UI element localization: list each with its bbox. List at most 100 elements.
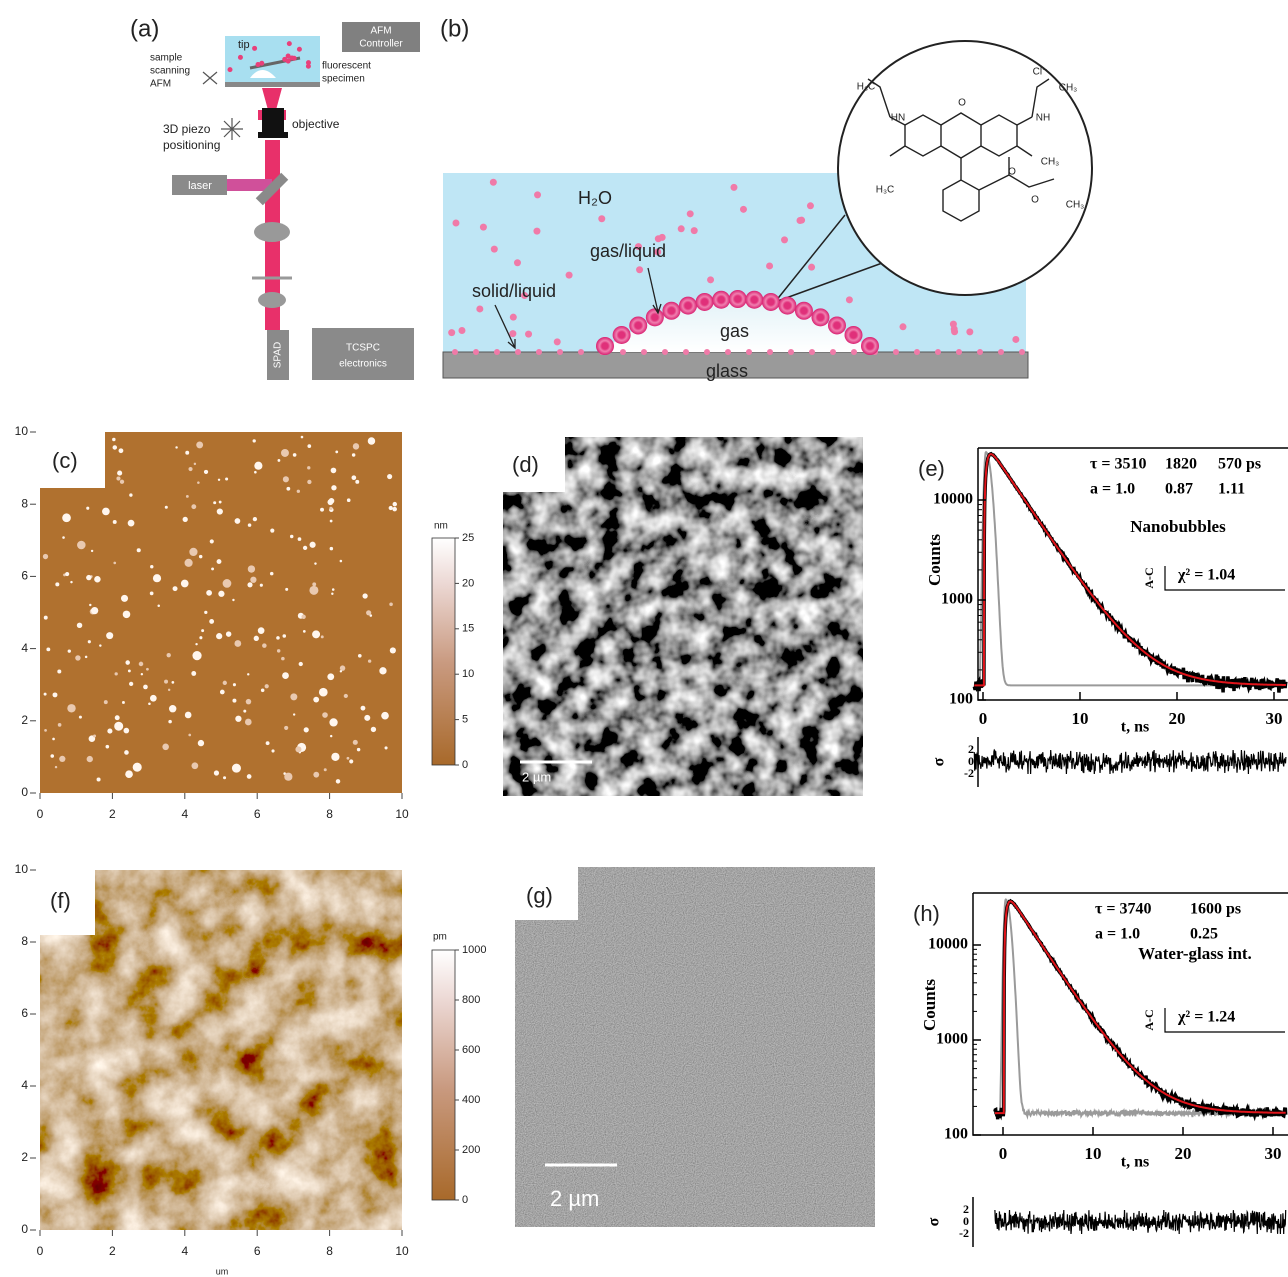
nanobubble [276, 649, 281, 653]
nanobubble [175, 446, 178, 449]
tick-label: 2 [963, 1202, 969, 1216]
nanobubble [152, 574, 162, 583]
nanobubble [307, 466, 311, 470]
nanobubble [57, 669, 62, 674]
tick-label: -2 [964, 766, 974, 780]
nanobubble [364, 714, 371, 721]
irf [994, 898, 1287, 1120]
nanobubble [222, 579, 232, 588]
nanobubble [119, 479, 125, 484]
dye [1012, 335, 1020, 343]
atom-label: O [1008, 167, 1016, 178]
nanobubble [351, 453, 356, 457]
nanobubble [62, 513, 71, 523]
interface-dye [679, 296, 698, 315]
nanobubble [172, 586, 178, 592]
label: fluorescent [322, 61, 371, 72]
nanobubble [193, 462, 197, 466]
nanobubble [292, 453, 297, 457]
interface-dye [596, 337, 614, 355]
nanobubble [46, 647, 51, 652]
tick-label: -2 [959, 1226, 969, 1240]
nanobubble [201, 629, 205, 633]
label: AFM [150, 79, 171, 90]
atom-label: CH₃ [1041, 157, 1060, 168]
nanobubble [65, 571, 70, 577]
atom-label: O [1031, 195, 1039, 206]
panel-label: (h) [913, 901, 940, 926]
tick-label: 100 [949, 691, 973, 708]
unit: pm [433, 932, 447, 943]
fit-param: 0.87 [1165, 481, 1193, 498]
nanobubble [180, 579, 189, 588]
tick-label: 10 [15, 424, 29, 438]
chi2: χ² = 1.04 [1177, 567, 1235, 584]
nanobubble [282, 672, 289, 679]
tick-label: 2 [968, 742, 974, 756]
tick-label: 0 [21, 785, 28, 799]
nanobubble [216, 633, 223, 640]
dye [255, 62, 261, 68]
dye [899, 323, 907, 331]
axis-title: Counts [920, 979, 939, 1031]
fluorescence-image [515, 867, 875, 1227]
nanobubble [290, 693, 298, 701]
tick-label: 8 [326, 1244, 333, 1258]
tick-label: 0 [37, 807, 44, 821]
nanobubble [297, 537, 302, 541]
nanobubble [157, 604, 160, 608]
label-notch [513, 865, 578, 920]
scale-label: 2 µm [550, 1186, 599, 1211]
nanobubble [122, 701, 125, 704]
axis-title: t, ns [1121, 1154, 1149, 1171]
nanobubble [99, 644, 102, 647]
nanobubble [192, 651, 202, 661]
nanobubble [102, 507, 110, 516]
nanobubble [146, 667, 149, 671]
nanobubble [211, 567, 215, 571]
tick-label: 0 [462, 759, 468, 771]
dye [893, 349, 899, 355]
interface-dye [761, 292, 780, 311]
dye [808, 263, 816, 271]
tick-label: 10 [462, 668, 474, 680]
dye [515, 349, 521, 355]
dye [739, 205, 747, 213]
tick-label: 2 [109, 807, 116, 821]
nanobubble [360, 705, 366, 711]
nanobubble [86, 506, 90, 510]
fit-param: τ = 3740 [1095, 901, 1152, 918]
interface-dye [811, 308, 830, 327]
nanobubble [329, 506, 333, 511]
tick-label: 5 [462, 714, 468, 726]
dye [509, 330, 517, 338]
nanobubble [117, 470, 123, 476]
interface-dye [629, 316, 648, 335]
interface-dye [794, 301, 813, 320]
nanobubble [295, 746, 302, 753]
dye [677, 225, 685, 233]
lens [258, 292, 286, 308]
tick-label: 0 [462, 1194, 468, 1206]
nanobubble [286, 486, 291, 491]
interface-dye [778, 296, 797, 315]
dye [553, 338, 561, 346]
tick-label: 25 [462, 532, 474, 544]
nanobubble [84, 655, 88, 659]
fluorescence-image [503, 437, 863, 796]
fit-param: τ = 3510 [1090, 456, 1147, 473]
dye [935, 349, 941, 355]
label: specimen [322, 74, 365, 85]
nanobubble [89, 603, 92, 607]
dye [598, 215, 606, 223]
nanobubble [67, 704, 76, 713]
nanobubble [250, 576, 257, 583]
nanobubble [318, 687, 328, 697]
unit: nm [434, 521, 448, 532]
nanobubble [235, 715, 242, 722]
nanobubble [195, 642, 198, 646]
tick-label: 600 [462, 1044, 480, 1056]
nanobubble [123, 727, 130, 734]
nanobubble [197, 739, 205, 747]
nanobubble [289, 534, 294, 539]
